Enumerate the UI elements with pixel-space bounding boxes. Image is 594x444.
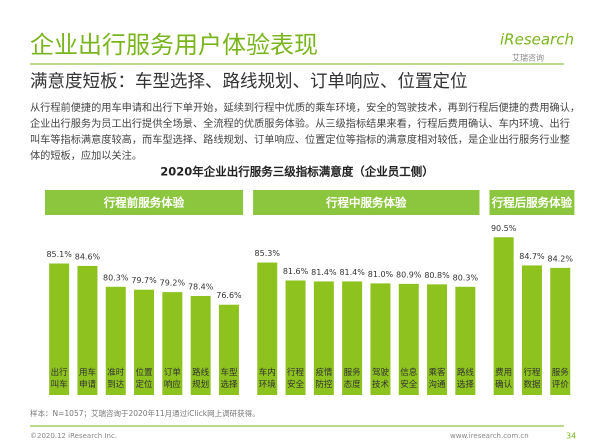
- value-label: 76.6%: [216, 291, 242, 300]
- bar: [257, 262, 278, 395]
- x-tick-label: 信息安全: [400, 367, 418, 390]
- value-label: 84.2%: [548, 254, 574, 263]
- bar: [162, 292, 183, 395]
- bar: [521, 265, 542, 395]
- paragraph-line: 体的短板，应加以关注。: [30, 149, 142, 162]
- x-tick-label: 疫情防控: [315, 367, 333, 390]
- paragraph-line: 从行程前便捷的用车申请和出行下单开始，延续到行程中优质的乘车环境，安全的驾驶技术…: [30, 101, 580, 114]
- value-label: 79.7%: [131, 276, 157, 285]
- x-tick-label: 位置定位: [136, 367, 154, 390]
- paragraph: 从行程前便捷的用车申请和出行下单开始，延续到行程中优质的乘车环境，安全的驾驶技术…: [30, 101, 580, 162]
- value-label: 81.6%: [283, 267, 309, 276]
- paragraph-line: 叫车等指标满意度较高，而车型选择、路线规划、订单响应、位置定位等指标的满意度相对…: [30, 133, 570, 146]
- bar: [493, 237, 514, 395]
- note: 样本：N=1057；艾瑞咨询于2020年11月通过iClick网上调研获得。: [30, 408, 260, 418]
- x-tick-label: 行程安全: [287, 367, 305, 390]
- x-tick-label: 准时到达: [107, 367, 125, 390]
- bar: [285, 280, 306, 395]
- x-tick-label: 出行叫车: [51, 367, 69, 390]
- x-tick-label: 路线选择: [457, 367, 475, 390]
- value-label: 81.4%: [339, 268, 365, 277]
- bar: [370, 283, 391, 395]
- value-label: 81.0%: [368, 270, 394, 279]
- bar: [218, 304, 239, 395]
- bar: [342, 281, 363, 395]
- bar: [49, 263, 70, 395]
- bar: [190, 296, 211, 395]
- x-tick-label: 车型选择: [220, 367, 238, 390]
- value-label: 80.3%: [103, 273, 129, 282]
- x-tick-label: 订单响应: [164, 367, 182, 390]
- bar: [398, 283, 419, 395]
- group-label: 行程中服务体验: [325, 196, 407, 210]
- value-label: 85.3%: [255, 249, 281, 258]
- group-header: [489, 190, 575, 215]
- x-tick-label: 用车申请: [79, 367, 97, 390]
- value-label: 84.7%: [519, 252, 545, 261]
- chart-title: 2020年企业出行服务三级指标满意度（企业员工侧）: [160, 165, 434, 179]
- group-header: [45, 190, 244, 215]
- value-label: 80.9%: [396, 270, 422, 279]
- value-label: 84.6%: [75, 252, 101, 261]
- value-label: 78.4%: [188, 283, 214, 292]
- group-label: 行程后服务体验: [491, 196, 573, 210]
- title: 企业出行服务用户体验表现: [30, 31, 318, 59]
- value-label: 79.2%: [160, 279, 186, 288]
- value-label: 81.4%: [311, 268, 337, 277]
- x-tick-label: 车内环境: [259, 367, 277, 390]
- paragraph-line: 企业出行服务为员工出行提供全场景、全流程的优质服务体验。从三级指标结果来看，行程…: [30, 117, 570, 130]
- x-tick-label: 行程数据: [523, 367, 541, 390]
- x-tick-label: 路线规划: [192, 367, 210, 390]
- bar: [550, 267, 571, 395]
- x-tick-label: 费用确认: [495, 367, 513, 390]
- value-label: 85.1%: [46, 250, 72, 259]
- bar: [455, 286, 476, 395]
- x-tick-label: 乘客沟通: [429, 367, 447, 390]
- bar: [77, 265, 98, 395]
- page-number: 34: [566, 432, 576, 441]
- copyright: ©2020.12 iResearch Inc.: [30, 432, 117, 440]
- value-label: 80.8%: [424, 271, 450, 280]
- x-tick-label: 服务评价: [552, 367, 570, 390]
- bar: [313, 281, 334, 395]
- chart: 行程前服务体验 85.1% 出行叫车 84.6% 用车申请 80.3% 准时到达 79.7% 位…: [45, 190, 575, 395]
- logo-sub: 艾瑞咨询: [512, 53, 544, 63]
- bar: [427, 284, 448, 395]
- value-label: 80.3%: [453, 273, 479, 282]
- url: www.iresearch.com.cn: [450, 432, 529, 440]
- x-tick-label: 驾驶技术: [372, 367, 390, 390]
- group-header: [253, 190, 480, 215]
- group-label: 行程前服务体验: [103, 196, 185, 210]
- logo: iResearch: [500, 31, 574, 49]
- subtitle: 满意度短板：车型选择、路线规划、订单响应、位置定位: [30, 72, 468, 92]
- bar: [105, 286, 126, 395]
- x-tick-label: 服务态度: [344, 367, 362, 390]
- value-label: 90.5%: [491, 224, 517, 233]
- bar: [134, 289, 155, 395]
